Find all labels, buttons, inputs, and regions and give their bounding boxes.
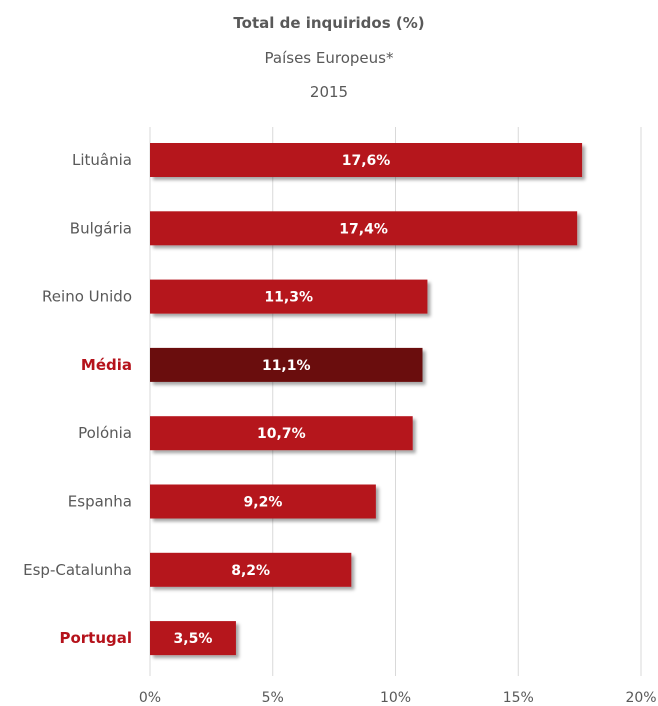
bar-lituania bbox=[150, 143, 583, 177]
bar-esp-catalunha bbox=[150, 552, 352, 587]
bar-portugal bbox=[150, 621, 236, 656]
x-tick-label: 15% bbox=[503, 690, 534, 706]
data-label: 3,5% bbox=[174, 631, 213, 647]
x-tick-label: 5% bbox=[262, 690, 284, 706]
category-label: Esp-Catalunha bbox=[23, 561, 132, 579]
x-tick-label: 0% bbox=[139, 690, 161, 706]
data-label: 10,7% bbox=[257, 426, 306, 442]
bar-bulgaria bbox=[150, 211, 578, 246]
category-label: Lituânia bbox=[72, 151, 132, 169]
bar-polonia bbox=[150, 416, 413, 451]
value-labels: 17,6% 17,4% 11,3% 11,1% 10,7% 9,2% 8,2% 3,5% bbox=[174, 153, 391, 647]
chart-title: Total de inquiridos (%) bbox=[233, 14, 425, 32]
data-label: 9,2% bbox=[244, 495, 283, 511]
category-label: Bulgária bbox=[70, 219, 132, 237]
data-label: 17,4% bbox=[339, 221, 388, 237]
bar-reino-unido bbox=[150, 279, 428, 314]
bars bbox=[150, 143, 583, 656]
data-label: 11,1% bbox=[262, 358, 311, 374]
bar-media bbox=[150, 347, 423, 382]
x-tick-label: 10% bbox=[380, 690, 411, 706]
category-label: Reino Unido bbox=[42, 288, 132, 306]
gridlines bbox=[149, 127, 642, 676]
chart-subtitle: Países Europeus* bbox=[264, 49, 394, 67]
data-label: 11,3% bbox=[264, 290, 313, 306]
category-label: Espanha bbox=[68, 493, 132, 511]
category-labels: Lituânia Bulgária Reino Unido Média Polónia E… bbox=[23, 151, 132, 647]
data-label: 17,6% bbox=[342, 153, 391, 169]
chart-year: 2015 bbox=[309, 83, 349, 101]
category-label: Portugal bbox=[59, 629, 132, 647]
x-tick-label: 20% bbox=[625, 690, 656, 706]
x-axis-ticks: 0% 5% 10% 15% 20% bbox=[139, 690, 657, 706]
data-label: 8,2% bbox=[231, 563, 270, 579]
category-label: Polónia bbox=[78, 424, 132, 442]
category-label: Média bbox=[81, 356, 132, 374]
bar-espanha bbox=[150, 484, 376, 519]
